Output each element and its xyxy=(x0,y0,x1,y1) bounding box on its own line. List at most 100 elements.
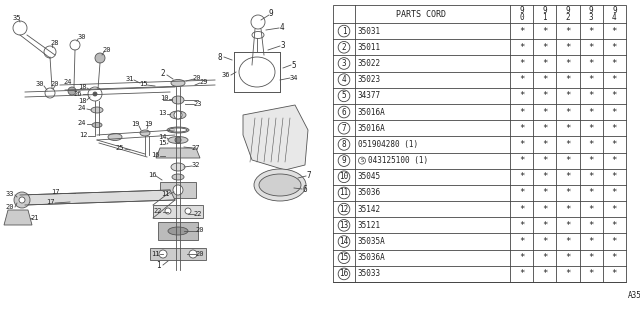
Text: 35031: 35031 xyxy=(358,27,381,36)
Text: 14: 14 xyxy=(157,134,166,140)
Ellipse shape xyxy=(170,111,186,119)
Text: 24: 24 xyxy=(77,120,86,126)
Text: 13: 13 xyxy=(157,110,166,116)
Circle shape xyxy=(95,53,105,63)
Text: *: * xyxy=(565,172,571,181)
Text: *: * xyxy=(542,27,547,36)
Text: *: * xyxy=(542,140,547,149)
Text: 9
1: 9 1 xyxy=(543,5,547,22)
Text: 17: 17 xyxy=(45,199,54,205)
Text: *: * xyxy=(519,237,524,246)
Text: *: * xyxy=(519,188,524,197)
Text: 11: 11 xyxy=(339,188,349,197)
Text: *: * xyxy=(612,269,617,278)
Text: 22: 22 xyxy=(194,211,202,217)
Text: *: * xyxy=(519,27,524,36)
Text: *: * xyxy=(612,237,617,246)
Text: *: * xyxy=(612,221,617,230)
Ellipse shape xyxy=(254,169,306,201)
Text: *: * xyxy=(612,124,617,133)
Text: 1: 1 xyxy=(342,27,346,36)
Text: 4: 4 xyxy=(280,23,284,33)
Text: *: * xyxy=(589,188,594,197)
Text: *: * xyxy=(565,27,571,36)
Text: *: * xyxy=(519,75,524,84)
Text: 34: 34 xyxy=(290,75,298,81)
Text: *: * xyxy=(565,140,571,149)
Text: 29: 29 xyxy=(200,79,208,85)
Text: *: * xyxy=(612,188,617,197)
Text: *: * xyxy=(589,140,594,149)
Text: *: * xyxy=(519,140,524,149)
Text: 35121: 35121 xyxy=(358,221,381,230)
Text: *: * xyxy=(612,205,617,214)
Text: *: * xyxy=(519,91,524,100)
Text: 2: 2 xyxy=(161,68,165,77)
Text: *: * xyxy=(542,108,547,116)
Text: *: * xyxy=(542,237,547,246)
Text: 5: 5 xyxy=(342,91,346,100)
Text: 34377: 34377 xyxy=(358,91,381,100)
Text: 1: 1 xyxy=(156,261,160,270)
Text: 051904280 (1): 051904280 (1) xyxy=(358,140,418,149)
Text: 30: 30 xyxy=(77,34,86,40)
Text: 10: 10 xyxy=(160,95,168,101)
Text: 20: 20 xyxy=(51,81,60,87)
Text: *: * xyxy=(542,75,547,84)
Text: *: * xyxy=(542,205,547,214)
Circle shape xyxy=(175,137,181,143)
Text: 9
4: 9 4 xyxy=(612,5,617,22)
Text: 16: 16 xyxy=(148,172,156,178)
Text: *: * xyxy=(542,91,547,100)
Text: 23: 23 xyxy=(194,101,202,107)
Text: *: * xyxy=(542,221,547,230)
Text: *: * xyxy=(542,124,547,133)
Text: 35011: 35011 xyxy=(358,43,381,52)
Circle shape xyxy=(19,197,25,203)
Text: 9: 9 xyxy=(269,10,273,19)
Polygon shape xyxy=(156,148,200,158)
Circle shape xyxy=(173,185,183,195)
Text: 19: 19 xyxy=(131,121,140,127)
Text: 20: 20 xyxy=(193,75,201,81)
Text: A350B00097: A350B00097 xyxy=(628,292,640,300)
Text: *: * xyxy=(589,91,594,100)
Text: *: * xyxy=(612,253,617,262)
Circle shape xyxy=(189,250,197,258)
Text: 13: 13 xyxy=(339,221,349,230)
Ellipse shape xyxy=(172,174,184,180)
Text: 3: 3 xyxy=(342,59,346,68)
Ellipse shape xyxy=(140,130,150,136)
Text: 12: 12 xyxy=(339,205,349,214)
Text: 8: 8 xyxy=(218,52,222,61)
Text: PARTS CORD: PARTS CORD xyxy=(397,10,447,19)
Circle shape xyxy=(93,92,97,96)
Text: *: * xyxy=(612,140,617,149)
Text: *: * xyxy=(589,27,594,36)
Text: *: * xyxy=(565,59,571,68)
Text: 6: 6 xyxy=(303,186,307,195)
Ellipse shape xyxy=(172,96,184,104)
Text: 2: 2 xyxy=(342,43,346,52)
Text: 24: 24 xyxy=(64,79,72,85)
Text: 17: 17 xyxy=(51,189,60,195)
Text: 16: 16 xyxy=(151,152,159,158)
Text: 15: 15 xyxy=(139,81,147,87)
Text: S: S xyxy=(360,158,364,163)
Ellipse shape xyxy=(168,227,188,235)
Text: 18: 18 xyxy=(77,98,86,104)
Text: 35142: 35142 xyxy=(358,205,381,214)
Ellipse shape xyxy=(92,123,102,127)
Text: 19: 19 xyxy=(144,121,152,127)
Text: *: * xyxy=(565,205,571,214)
Text: *: * xyxy=(542,269,547,278)
Text: *: * xyxy=(589,237,594,246)
Text: 35036: 35036 xyxy=(358,188,381,197)
Text: 35036A: 35036A xyxy=(358,253,386,262)
Text: 10: 10 xyxy=(339,172,349,181)
Text: 35035A: 35035A xyxy=(358,237,386,246)
Text: 9: 9 xyxy=(342,156,346,165)
Ellipse shape xyxy=(108,133,122,140)
Text: 35022: 35022 xyxy=(358,59,381,68)
Polygon shape xyxy=(160,182,196,198)
